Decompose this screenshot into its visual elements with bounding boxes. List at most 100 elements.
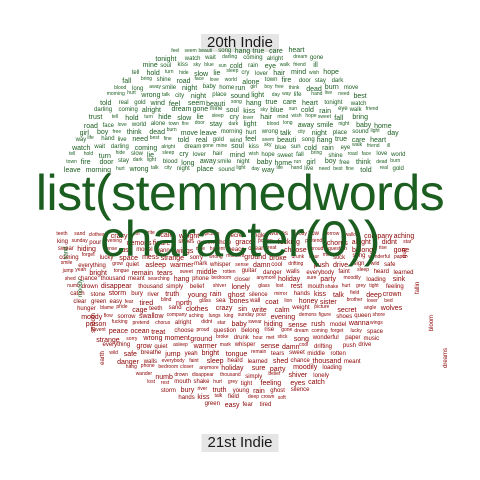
- bottom-group-word: sorry: [189, 254, 204, 261]
- top-group-word: long: [132, 85, 144, 92]
- top-group-word: home: [219, 85, 235, 92]
- bottom-group-word: treat: [151, 329, 166, 336]
- top-group-word: alone: [150, 121, 166, 128]
- bottom-group-word: queen: [197, 239, 214, 246]
- bottom-group-word: strange: [96, 336, 120, 344]
- top-group-word: day: [387, 129, 399, 137]
- bottom-group-word: moody: [291, 231, 307, 237]
- bottom-group-word: talk: [333, 291, 344, 299]
- bottom-group-word: teeth: [149, 306, 163, 313]
- top-group-word: lie: [213, 69, 221, 77]
- top-group-word: dream: [171, 106, 192, 114]
- top-group-word: eye: [338, 106, 348, 113]
- top-group-word: smile: [316, 121, 334, 129]
- bottom-group-word: everybody: [306, 270, 335, 276]
- bottom-group-word: teeth: [56, 231, 68, 237]
- bottom-group-word: catch: [308, 379, 325, 387]
- bottom-group-word: crown: [261, 393, 275, 400]
- top-group-word: life: [293, 92, 302, 99]
- bottom-group-word: wrong: [143, 335, 163, 343]
- bottom-group-word: bones: [229, 298, 249, 306]
- top-group-word: boy: [264, 84, 273, 91]
- top-group-word: real: [379, 164, 389, 171]
- bottom-group-word: swallow: [139, 312, 164, 320]
- bottom-group-word: chance: [290, 358, 310, 365]
- bottom-group-word: star: [403, 238, 412, 245]
- bottom-group-word: middle: [196, 268, 218, 276]
- bottom-group-word: drive: [333, 262, 349, 270]
- bottom-group-word: sleep: [206, 358, 224, 366]
- top-group-word: dead: [376, 158, 388, 165]
- bottom-group-word: sense: [288, 321, 307, 329]
- top-group-word: care: [351, 136, 366, 144]
- top-group-word: leave: [63, 166, 81, 174]
- top-group-word: friend: [365, 105, 379, 112]
- top-group-word: blue: [274, 144, 287, 151]
- top-group-word: wish: [248, 151, 259, 158]
- top-group-word: rain: [248, 62, 259, 69]
- bottom-group-word: green: [91, 298, 107, 305]
- bottom-group-word: grow: [112, 261, 124, 268]
- top-group-word: tonight: [155, 55, 177, 63]
- bottom-group-word: field: [350, 289, 360, 296]
- top-group-word: walk: [279, 62, 290, 68]
- bottom-group-word: mouth: [307, 284, 325, 290]
- bottom-group-word: wild: [109, 349, 119, 356]
- top-group-word: slow: [177, 115, 192, 123]
- top-group-word: feel: [171, 47, 180, 54]
- bottom-group-word: lucky: [350, 327, 362, 334]
- bottom-group-word: drunk: [233, 334, 249, 341]
- top-group-word: hope: [323, 69, 339, 77]
- top-group-word: soul: [226, 106, 239, 114]
- top-group-word: hide: [115, 149, 126, 156]
- bottom-group-word: safe: [384, 261, 396, 268]
- top-group-word: fine: [345, 165, 354, 172]
- top-group-word: heart: [370, 137, 387, 145]
- top-group-word: light: [243, 121, 257, 128]
- bottom-group-word: fear: [242, 401, 253, 408]
- bottom-group-word: paper: [345, 334, 361, 341]
- top-group-word: soul: [231, 143, 244, 151]
- bottom-group-word: secret: [227, 232, 244, 239]
- bottom-group-word: clothes: [88, 231, 105, 238]
- bottom-group-word: peace: [228, 247, 245, 253]
- bottom-group-word: danger: [263, 269, 282, 276]
- bottom-group-word: meant: [343, 358, 361, 365]
- top-group-word: sleep: [211, 112, 224, 119]
- top-group-word: fall: [296, 151, 304, 158]
- bottom-group-word: hands: [293, 290, 311, 297]
- bottom-group-word: truth: [212, 386, 227, 394]
- bottom-group-word: lover: [366, 297, 378, 304]
- bottom-group-word: thousand: [220, 372, 241, 379]
- top-group-word: wrong: [261, 129, 279, 136]
- top-group-word: move: [343, 85, 359, 92]
- bottom-group-word: lonely: [231, 284, 250, 292]
- bottom-group-word: closer: [234, 276, 251, 283]
- bottom-group-word: cool: [299, 341, 309, 348]
- top-group-word: girl: [79, 129, 89, 137]
- top-group-word: boy: [324, 158, 337, 166]
- top-group-word: love: [209, 77, 219, 83]
- top-group-word: baby: [202, 84, 216, 91]
- top-group-word: wrong: [129, 165, 149, 173]
- bottom-group-word: sleep: [357, 267, 370, 274]
- bottom-group-word: wings: [370, 319, 383, 326]
- top-group-word: lie: [147, 152, 155, 159]
- top-group-word: eye: [264, 62, 276, 70]
- top-group-word: baby: [256, 158, 273, 166]
- top-group-word: shine: [156, 76, 171, 83]
- top-group-word: home: [274, 159, 293, 167]
- bottom-group-word: crown: [382, 291, 402, 299]
- top-group-word: best: [353, 92, 367, 100]
- side-rotated-word: smooth: [90, 313, 97, 333]
- top-group-word: hold: [125, 114, 139, 122]
- bottom-group-word: hang: [173, 276, 190, 284]
- bottom-group-word: sense: [260, 342, 280, 350]
- top-group-word: day: [271, 91, 280, 98]
- bottom-group-word: drown: [81, 284, 98, 291]
- top-group-word: kiss: [243, 107, 256, 115]
- bottom-group-word: rush: [118, 247, 133, 254]
- top-group-word: away: [149, 84, 161, 91]
- bottom-group-word: forget: [330, 328, 344, 334]
- top-group-word: wind: [229, 137, 243, 144]
